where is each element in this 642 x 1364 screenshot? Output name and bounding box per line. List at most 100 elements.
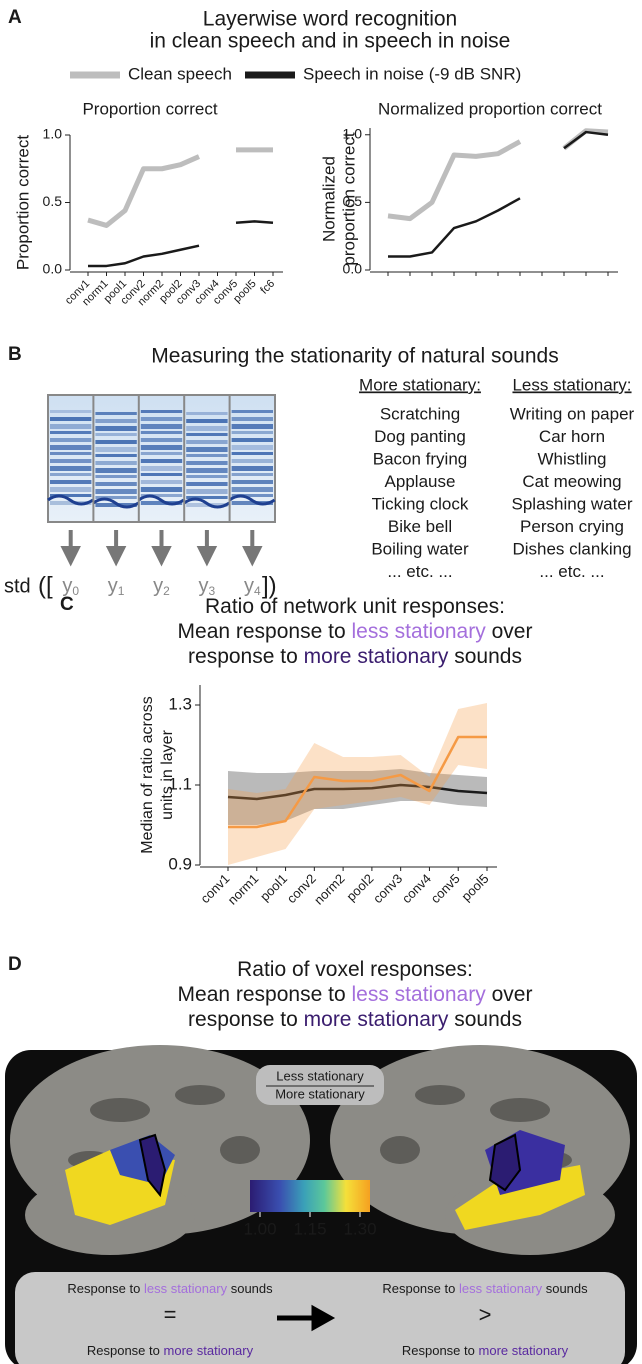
spectrogram-band: [140, 466, 183, 471]
expression-fn: std: [4, 575, 31, 597]
spectrogram-band: [231, 494, 273, 497]
panel-title-part: Mean response to: [178, 983, 346, 1006]
x-tick-label: conv3: [370, 871, 405, 906]
spectrogram-band: [95, 482, 137, 486]
window-arrow: [105, 530, 127, 567]
list-item: Whistling: [538, 449, 607, 468]
spectrogram-band: [186, 489, 228, 494]
list-heading: More stationary:: [359, 375, 481, 394]
list-item: Car horn: [539, 427, 605, 446]
series-line: [388, 130, 609, 258]
expression-term: y3: [199, 575, 216, 598]
spectrogram-band: [50, 501, 92, 505]
y-tick-label: 0.5: [343, 193, 363, 209]
spectrogram-band: [186, 440, 228, 444]
spectrogram-contour: [183, 497, 231, 509]
x-tick-label: pool5: [458, 871, 491, 904]
list-item: Bacon frying: [373, 449, 468, 468]
legend-label: Less stationary: [276, 1068, 364, 1083]
panel-label: C: [60, 594, 74, 615]
spectrogram-band: [231, 473, 273, 476]
comparison-text-part: Response to: [382, 1281, 455, 1296]
expression-term: y2: [153, 575, 170, 598]
y-axis-label: Normalized: [319, 156, 338, 242]
list-item: Bike bell: [388, 517, 452, 536]
comparison-text-part: Response to: [402, 1343, 475, 1358]
spectrogram-band: [50, 452, 92, 455]
y-tick-label: 1.1: [168, 774, 192, 793]
window-arrow: [60, 530, 81, 567]
spectrogram-band: [140, 438, 183, 442]
chart-title: response to more stationary sounds: [188, 645, 522, 668]
panel-title: response to more stationary sounds: [188, 1008, 522, 1031]
y-tick-label: 0.5: [43, 193, 63, 209]
spectrogram-band: [50, 487, 92, 492]
panel-label: D: [8, 954, 22, 975]
legend-box: [256, 1065, 384, 1105]
series-line: [87, 147, 273, 228]
spectrogram-band: [186, 454, 228, 457]
spectrogram-band: [95, 461, 137, 465]
panel-title-part: more stationary: [304, 1008, 449, 1031]
window-arrow: [151, 530, 172, 567]
list-item: Person crying: [520, 517, 624, 536]
comparison-text-part: sounds: [231, 1281, 273, 1296]
term-sub: 0: [72, 584, 79, 598]
spectrogram-band: [186, 468, 228, 473]
panel-title: Layerwise word recognition: [203, 8, 457, 31]
spectrogram-band: [231, 452, 273, 455]
y-tick-label: 0.0: [343, 261, 363, 277]
spectrogram-band: [186, 433, 228, 436]
spectrogram-band: [140, 417, 183, 421]
comparison-text: Response to more stationary: [87, 1343, 254, 1358]
spectrogram-band: [186, 461, 228, 465]
x-tick-label: norm1: [225, 871, 262, 908]
y-tick-label: 1.0: [343, 125, 363, 141]
legend-label: Clean speech: [128, 64, 232, 83]
series-line: [387, 128, 609, 222]
panel-title-part: less stationary: [352, 983, 487, 1006]
spectrogram-band: [231, 417, 273, 421]
list-item: Applause: [385, 472, 456, 491]
comparison-text-part: Response to: [87, 1343, 160, 1358]
spectrogram-band: [231, 424, 273, 429]
panel-title-part: sounds: [454, 1008, 522, 1031]
spectrogram-band: [50, 466, 92, 471]
term-main: y: [244, 575, 254, 597]
chart-title-part: response to: [188, 645, 298, 668]
comparison-text: Response to less stationary sounds: [67, 1281, 273, 1296]
spectrogram-band: [95, 447, 137, 452]
chart-title-part: over: [492, 620, 533, 643]
term-main: y: [153, 575, 163, 597]
list-item: Splashing water: [512, 494, 633, 513]
panel-title-part: over: [492, 983, 533, 1006]
spectrogram-band: [140, 431, 183, 434]
spectrogram-band: [140, 424, 183, 429]
term-main: y: [199, 575, 209, 597]
y-axis-label: units in layer: [159, 729, 176, 819]
legend-label: More stationary: [275, 1086, 365, 1101]
panel-title: Mean response to less stationary over: [178, 983, 533, 1006]
spectrogram-contour: [137, 494, 185, 506]
spectrogram-band: [50, 459, 92, 463]
chart-title: Normalized proportion correct: [378, 99, 602, 118]
spectrogram-band: [50, 431, 92, 434]
series-line: [88, 220, 274, 268]
spectrogram-band: [95, 433, 137, 436]
y-tick-label: 0.0: [43, 261, 63, 277]
list-item: Scratching: [380, 404, 460, 423]
chart-title: Ratio of network unit responses:: [205, 595, 505, 618]
spectrogram-band: [140, 480, 183, 484]
chart-title-part: less stationary: [352, 620, 487, 643]
panel-title-part: response to: [188, 1008, 298, 1031]
comparison-text: Response to less stationary sounds: [382, 1281, 588, 1296]
spectrogram-band: [95, 496, 137, 499]
spectrogram-band: [140, 452, 183, 455]
list-item: ... etc. ...: [387, 562, 452, 581]
brain-left: [10, 1045, 310, 1255]
spectrogram-band: [95, 419, 137, 423]
brain-right: [330, 1045, 630, 1255]
comparison-text: Response to more stationary: [402, 1343, 569, 1358]
chart-title-part: Mean response to: [178, 620, 346, 643]
spectrogram-band: [186, 475, 228, 478]
